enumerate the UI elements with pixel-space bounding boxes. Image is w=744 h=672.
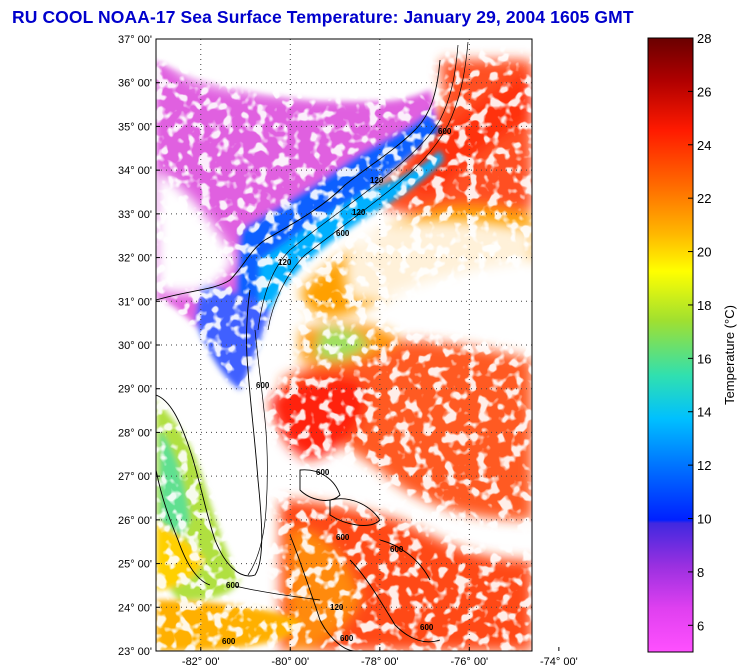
latitude-label: 27° 00' bbox=[118, 471, 152, 483]
latitude-label: 23° 00' bbox=[118, 646, 152, 658]
colorbar-gradient bbox=[647, 37, 694, 653]
isobath-label: 600 bbox=[316, 468, 330, 477]
colorbar-tick-label: 18 bbox=[697, 298, 711, 313]
isobath-label: 600 bbox=[420, 623, 434, 632]
latitude-label: 25° 00' bbox=[118, 559, 152, 571]
colorbar-tick-label: 24 bbox=[697, 138, 711, 153]
isobath-label: 600 bbox=[340, 634, 354, 643]
isobath-label: 120 bbox=[370, 176, 384, 185]
longitude-label: -74° 00' bbox=[540, 656, 578, 668]
latitude-label: 34° 00' bbox=[118, 165, 152, 177]
latitude-label: 32° 00' bbox=[118, 253, 152, 265]
colorbar-tick-label: 22 bbox=[697, 191, 711, 206]
latitude-label: 30° 00' bbox=[118, 340, 152, 352]
colorbar-tick-label: 10 bbox=[697, 512, 711, 527]
colorbar-tick-label: 26 bbox=[697, 84, 711, 99]
colorbar-tick-label: 20 bbox=[697, 245, 711, 260]
colorbar-tick-label: 16 bbox=[697, 351, 711, 366]
latitude-label: 35° 00' bbox=[118, 121, 152, 133]
isobath-label: 600 bbox=[226, 581, 240, 590]
isobath-label: 600 bbox=[256, 381, 270, 390]
sst-plot-area: 120 120 600 600 120 600 600 600 600 600 … bbox=[156, 39, 532, 651]
latitude-label: 36° 00' bbox=[118, 78, 152, 90]
longitude-label: -80° 00' bbox=[271, 656, 309, 668]
longitude-label: -82° 00' bbox=[182, 656, 220, 668]
colorbar-tick-label: 12 bbox=[697, 458, 711, 473]
cloud-mask bbox=[156, 39, 532, 651]
latitude-label: 33° 00' bbox=[118, 209, 152, 221]
chart-title: RU COOL NOAA-17 Sea Surface Temperature:… bbox=[12, 7, 634, 27]
latitude-label: 26° 00' bbox=[118, 515, 152, 527]
isobath-label: 600 bbox=[390, 545, 404, 554]
longitude-labels: -82° 00' -80° 00' -78° 00' -76° 00' -74° 00' bbox=[182, 647, 578, 668]
land-outlines bbox=[156, 59, 441, 651]
latitude-labels: 37° 00' 36° 00' 35° 00' 34° 00' 33° 00' 32° 0… bbox=[118, 34, 160, 658]
colorbar-tick-label: 6 bbox=[697, 618, 704, 633]
isobath-lines bbox=[234, 41, 469, 601]
graticule bbox=[156, 39, 532, 651]
latitude-label: 29° 00' bbox=[118, 384, 152, 396]
latitude-label: 28° 00' bbox=[118, 427, 152, 439]
latitude-label: 37° 00' bbox=[118, 34, 152, 46]
colorbar-tick-label: 14 bbox=[697, 405, 711, 420]
colorbar-ticks: 28 26 24 22 20 18 16 14 12 10 8 6 bbox=[688, 31, 711, 633]
colorbar-tick-label: 28 bbox=[697, 31, 711, 46]
isobath-label: 600 bbox=[222, 637, 236, 646]
isobath-label: 120 bbox=[352, 208, 366, 217]
isobath-label: 600 bbox=[438, 127, 452, 136]
isobath-label: 600 bbox=[336, 533, 350, 542]
longitude-label: -78° 00' bbox=[361, 656, 399, 668]
latitude-label: 24° 00' bbox=[118, 602, 152, 614]
latitude-label: 31° 00' bbox=[118, 296, 152, 308]
longitude-label: -76° 00' bbox=[450, 656, 488, 668]
isobath-label: 120 bbox=[278, 258, 292, 267]
colorbar-label: Temperature (°C) bbox=[722, 305, 737, 405]
colorbar: 28 26 24 22 20 18 16 14 12 10 8 6 Temperature (°C) bbox=[647, 31, 737, 653]
colorbar-tick-label: 8 bbox=[697, 565, 704, 580]
isobath-label: 600 bbox=[336, 229, 350, 238]
